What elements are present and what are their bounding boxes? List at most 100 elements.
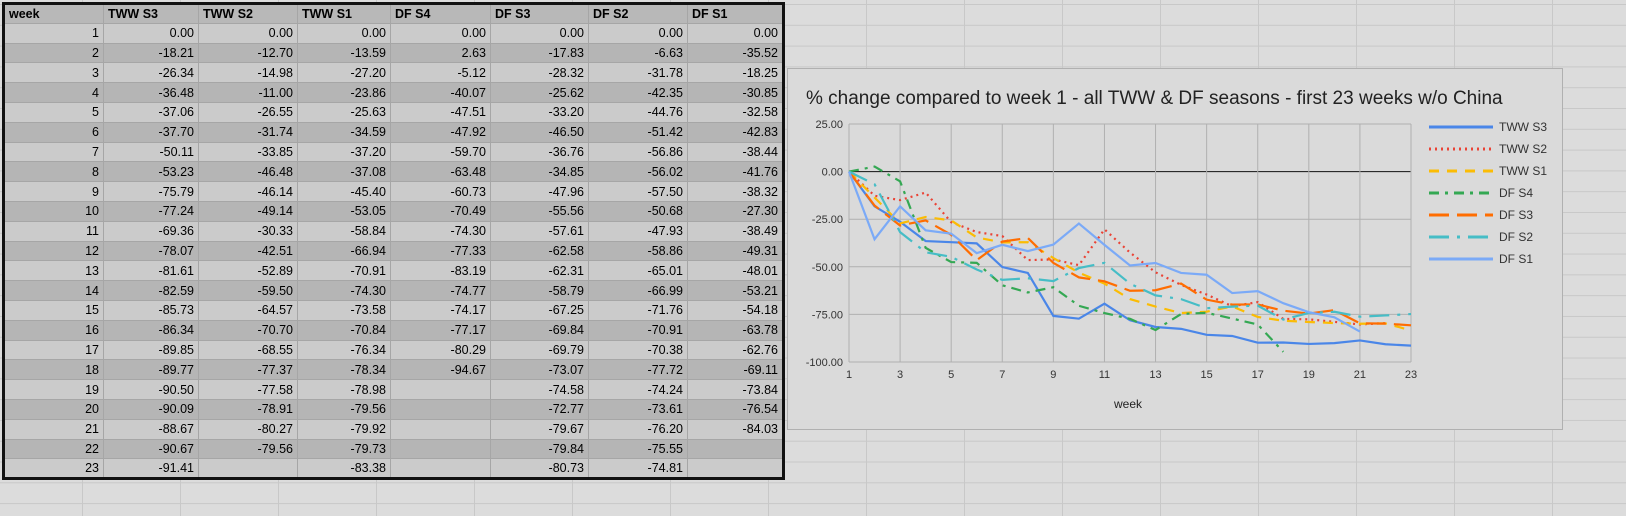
- table-cell[interactable]: -34.59: [297, 121, 391, 143]
- series-line-tww-s2[interactable]: [848, 170, 1386, 326]
- table-cell[interactable]: -37.20: [297, 141, 391, 163]
- table-cell[interactable]: 2.63: [390, 42, 491, 64]
- table-cell[interactable]: -89.85: [103, 339, 199, 361]
- table-cell[interactable]: [687, 438, 784, 460]
- table-cell[interactable]: -79.56: [198, 438, 298, 460]
- series-line-df-s1[interactable]: [847, 171, 1361, 333]
- table-cell[interactable]: -68.55: [198, 339, 298, 361]
- table-cell[interactable]: -62.31: [490, 260, 589, 282]
- table-cell[interactable]: -32.58: [687, 101, 784, 123]
- table-cell[interactable]: -70.70: [198, 319, 298, 341]
- table-cell[interactable]: -42.83: [687, 121, 784, 143]
- line-chart[interactable]: % change compared to week 1 - all TWW & …: [787, 68, 1563, 430]
- table-cell[interactable]: -70.84: [297, 319, 391, 341]
- table-cell[interactable]: -75.79: [103, 181, 199, 202]
- table-cell[interactable]: -80.29: [390, 339, 491, 361]
- table-cell[interactable]: -72.77: [490, 398, 589, 420]
- table-cell[interactable]: -74.24: [588, 379, 688, 400]
- table-cell[interactable]: 13: [3, 260, 104, 282]
- table-cell[interactable]: -80.27: [198, 418, 298, 440]
- table-cell[interactable]: -78.34: [297, 359, 391, 381]
- table-cell[interactable]: -30.33: [198, 220, 298, 242]
- table-cell[interactable]: -73.58: [297, 299, 391, 321]
- table-cell[interactable]: 1: [3, 22, 104, 44]
- table-cell[interactable]: -94.67: [390, 359, 491, 381]
- table-cell[interactable]: 0.00: [588, 22, 688, 44]
- table-cell[interactable]: [390, 458, 491, 480]
- table-cell[interactable]: -89.77: [103, 359, 199, 381]
- table-cell[interactable]: 5: [3, 101, 104, 123]
- table-cell[interactable]: -53.23: [103, 161, 199, 183]
- table-cell[interactable]: -30.85: [687, 82, 784, 103]
- table-cell[interactable]: [687, 458, 784, 480]
- table-cell[interactable]: 12: [3, 240, 104, 262]
- table-cell[interactable]: -76.20: [588, 418, 688, 440]
- table-cell[interactable]: -38.49: [687, 220, 784, 242]
- table-cell[interactable]: [390, 398, 491, 420]
- table-cell[interactable]: -58.84: [297, 220, 391, 242]
- table-cell[interactable]: -83.19: [390, 260, 491, 282]
- table-cell[interactable]: -28.32: [490, 62, 589, 84]
- table-cell[interactable]: -80.73: [490, 458, 589, 480]
- table-cell[interactable]: -53.05: [297, 200, 391, 222]
- column-header[interactable]: DF S4: [390, 3, 491, 24]
- series-line-tww-s1[interactable]: [848, 170, 1412, 332]
- table-cell[interactable]: -79.67: [490, 418, 589, 440]
- table-cell[interactable]: -73.61: [588, 398, 688, 420]
- table-cell[interactable]: -78.91: [198, 398, 298, 420]
- table-cell[interactable]: -25.63: [297, 101, 391, 123]
- table-cell[interactable]: -47.92: [390, 121, 491, 143]
- table-cell[interactable]: -73.07: [490, 359, 589, 381]
- table-cell[interactable]: -74.77: [390, 280, 491, 301]
- table-cell[interactable]: -18.21: [103, 42, 199, 64]
- table-cell[interactable]: -70.91: [297, 260, 391, 282]
- table-cell[interactable]: 21: [3, 418, 104, 440]
- table-cell[interactable]: -74.30: [297, 280, 391, 301]
- table-cell[interactable]: -79.84: [490, 438, 589, 460]
- table-cell[interactable]: -53.21: [687, 280, 784, 301]
- table-cell[interactable]: -79.73: [297, 438, 391, 460]
- table-cell[interactable]: -73.84: [687, 379, 784, 400]
- table-cell[interactable]: -77.17: [390, 319, 491, 341]
- table-cell[interactable]: -13.59: [297, 42, 391, 64]
- table-cell[interactable]: 0.00: [103, 22, 199, 44]
- table-cell[interactable]: -55.56: [490, 200, 589, 222]
- table-cell[interactable]: -49.14: [198, 200, 298, 222]
- column-header[interactable]: TWW S1: [297, 3, 391, 24]
- table-cell[interactable]: [198, 458, 298, 480]
- table-cell[interactable]: -46.14: [198, 181, 298, 202]
- table-cell[interactable]: -78.07: [103, 240, 199, 262]
- table-cell[interactable]: -69.84: [490, 319, 589, 341]
- table-cell[interactable]: -57.50: [588, 181, 688, 202]
- table-cell[interactable]: -56.02: [588, 161, 688, 183]
- table-cell[interactable]: 23: [3, 458, 104, 480]
- table-cell[interactable]: [390, 379, 491, 400]
- table-cell[interactable]: -18.25: [687, 62, 784, 84]
- table-cell[interactable]: -45.40: [297, 181, 391, 202]
- table-cell[interactable]: -47.51: [390, 101, 491, 123]
- table-cell[interactable]: -36.48: [103, 82, 199, 103]
- table-cell[interactable]: -74.81: [588, 458, 688, 480]
- table-cell[interactable]: 0.00: [390, 22, 491, 44]
- table-cell[interactable]: -44.76: [588, 101, 688, 123]
- table-cell[interactable]: -37.70: [103, 121, 199, 143]
- table-cell[interactable]: -76.54: [687, 398, 784, 420]
- table-cell[interactable]: -31.78: [588, 62, 688, 84]
- table-cell[interactable]: -40.07: [390, 82, 491, 103]
- table-cell[interactable]: -42.35: [588, 82, 688, 103]
- table-cell[interactable]: 19: [3, 379, 104, 400]
- table-cell[interactable]: -36.76: [490, 141, 589, 163]
- table-cell[interactable]: -46.48: [198, 161, 298, 183]
- table-cell[interactable]: -85.73: [103, 299, 199, 321]
- table-cell[interactable]: -23.86: [297, 82, 391, 103]
- table-cell[interactable]: -71.76: [588, 299, 688, 321]
- table-cell[interactable]: -14.98: [198, 62, 298, 84]
- table-cell[interactable]: -38.44: [687, 141, 784, 163]
- table-cell[interactable]: -12.70: [198, 42, 298, 64]
- column-header[interactable]: DF S1: [687, 3, 784, 24]
- table-cell[interactable]: -70.49: [390, 200, 491, 222]
- table-cell[interactable]: -41.76: [687, 161, 784, 183]
- column-header[interactable]: week: [3, 3, 104, 24]
- table-cell[interactable]: -66.99: [588, 280, 688, 301]
- table-cell[interactable]: -64.57: [198, 299, 298, 321]
